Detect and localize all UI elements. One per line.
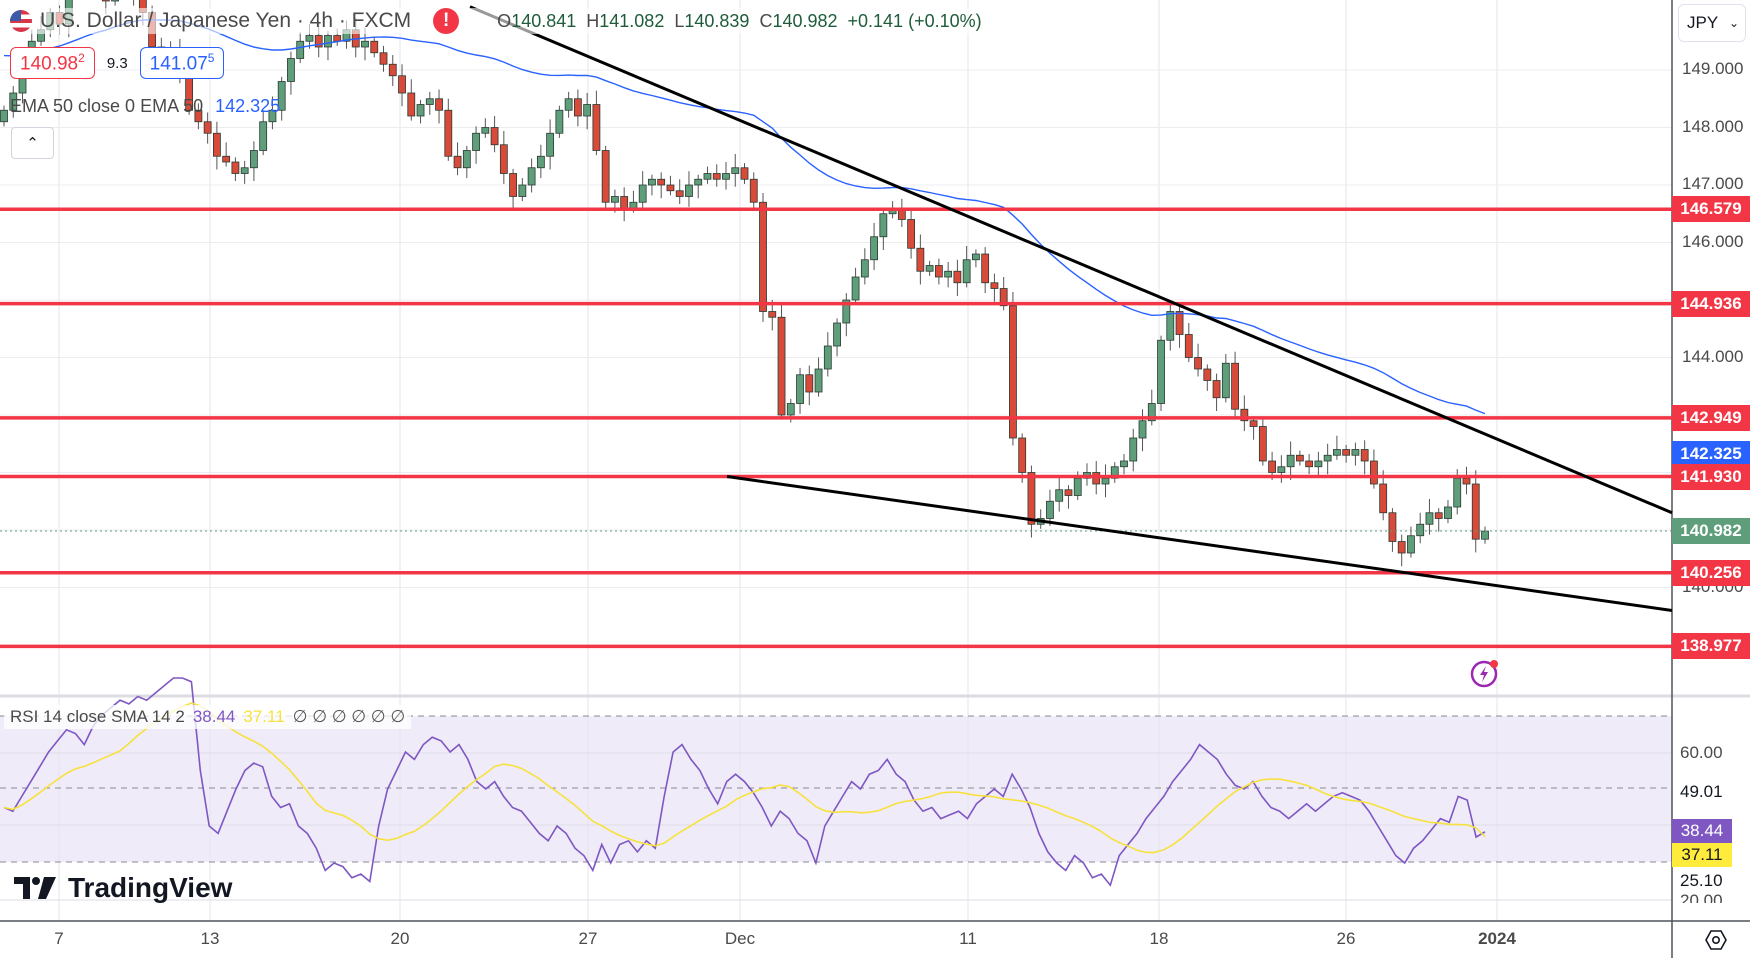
settings-gear-icon[interactable] bbox=[1705, 929, 1727, 951]
symbol-title[interactable]: U.S. Dollar / Japanese Yen · 4h · FXCM bbox=[40, 9, 412, 32]
ohlc-values: O140.841 H141.082 L140.839 C140.982 +0.1… bbox=[497, 10, 982, 31]
price-level-tag: 140.256 bbox=[1672, 559, 1750, 586]
buy-button[interactable]: 141.075 bbox=[139, 47, 225, 80]
currency-select[interactable]: JPY ⌄ bbox=[1678, 4, 1746, 42]
rsi-tick-60: 60.00 bbox=[1680, 743, 1723, 762]
price-level-tag: 141.930 bbox=[1672, 463, 1750, 490]
lightning-bolt-icon[interactable] bbox=[1469, 659, 1499, 689]
price-level-tag: 138.977 bbox=[1672, 633, 1750, 660]
us-flag-icon bbox=[10, 10, 32, 32]
time-tick: 13 bbox=[200, 929, 220, 948]
price-level-tag: 142.949 bbox=[1672, 404, 1750, 431]
time-tick: 11 bbox=[959, 929, 977, 948]
ema-label: EMA 50 close 0 EMA 50 bbox=[10, 96, 204, 116]
rsi-legend[interactable]: RSI 14 close SMA 14 2 38.44 37.11 ∅ ∅ ∅ … bbox=[4, 705, 412, 729]
price-level-tag: 146.579 bbox=[1672, 196, 1750, 223]
price-tick: 144.000 bbox=[1682, 346, 1744, 366]
price-tick: 149.000 bbox=[1682, 59, 1744, 78]
chevron-down-icon: ⌄ bbox=[1728, 16, 1739, 30]
spread-value: 9.3 bbox=[106, 54, 128, 72]
ema-legend[interactable]: EMA 50 close 0 EMA 50 142.325 bbox=[10, 96, 280, 117]
tradingview-logo-icon bbox=[14, 877, 56, 899]
rsi-placeholders: ∅ ∅ ∅ ∅ ∅ ∅ bbox=[292, 707, 406, 726]
rsi-value: 38.44 bbox=[192, 707, 236, 726]
price-tick: 146.000 bbox=[1682, 231, 1744, 251]
time-tick: 27 bbox=[578, 929, 598, 948]
price-tick: 148.000 bbox=[1682, 116, 1744, 136]
time-tick: 20 bbox=[390, 929, 410, 948]
collapse-legend-button[interactable]: ⌃ bbox=[11, 127, 54, 159]
sell-button[interactable]: 140.982 bbox=[10, 47, 95, 80]
alert-exclamation-icon[interactable]: ! bbox=[433, 8, 460, 34]
rsi-tick-25: 25.10 bbox=[1680, 871, 1723, 890]
price-level-tag: 140.982 bbox=[1672, 518, 1750, 545]
ema-value: 142.325 bbox=[215, 96, 281, 116]
quote-row: 140.982 9.3 141.075 bbox=[10, 47, 225, 80]
rsi-tick-49: 49.01 bbox=[1680, 782, 1723, 801]
time-tick: Dec bbox=[724, 929, 756, 948]
chevron-up-icon: ⌃ bbox=[26, 135, 39, 152]
price-level-tag: 144.936 bbox=[1672, 290, 1750, 317]
currency-label: JPY bbox=[1687, 13, 1719, 32]
time-tick: 2024 bbox=[1478, 929, 1516, 948]
rsi-sma-tag: 37.11 bbox=[1672, 843, 1732, 867]
symbol-legend: U.S. Dollar / Japanese Yen · 4h · FXCM !… bbox=[10, 8, 982, 34]
price-level-tag: 142.325 bbox=[1672, 440, 1750, 467]
rsi-label: RSI 14 close SMA 14 2 bbox=[10, 707, 185, 726]
rsi-value-tag: 38.44 bbox=[1672, 819, 1732, 843]
time-tick: 7 bbox=[54, 929, 64, 948]
rsi-sma-value: 37.11 bbox=[243, 707, 285, 726]
tradingview-brand: TradingView bbox=[68, 872, 233, 903]
change-value: +0.141 (+0.10%) bbox=[847, 10, 982, 31]
time-tick: 18 bbox=[1149, 929, 1169, 948]
price-tick: 147.000 bbox=[1682, 174, 1744, 193]
rsi-tick-20: 20.00 bbox=[1680, 891, 1723, 910]
tradingview-logo[interactable]: TradingView bbox=[14, 872, 232, 904]
time-tick: 26 bbox=[1336, 929, 1356, 948]
